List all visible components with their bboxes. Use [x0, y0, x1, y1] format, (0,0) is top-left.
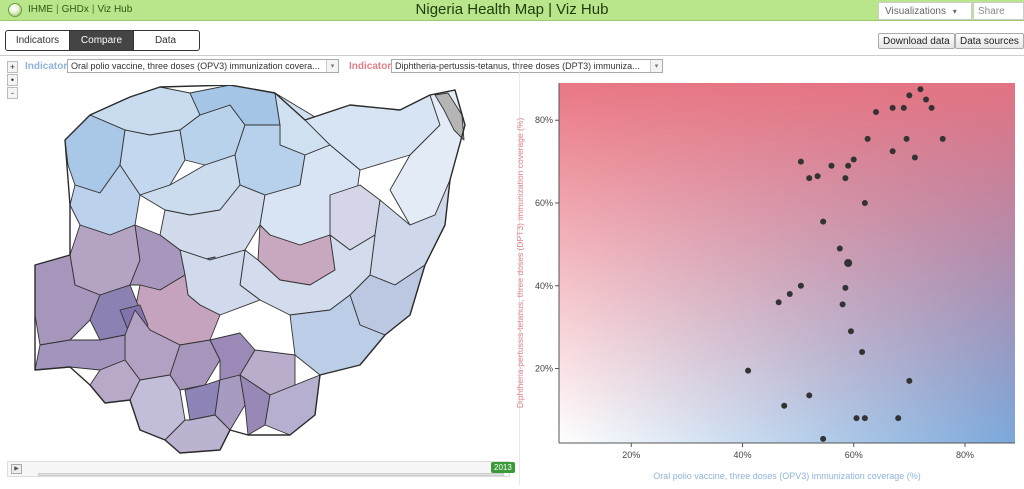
scatter-chart: 20% 40% 60% 80% 20% 40% 60% 80% Oral polio vacc… — [515, 83, 1015, 481]
timeline: ▶ 2013 — [7, 461, 515, 477]
y-tick-label: 20% — [535, 364, 553, 374]
view-tabs: Indicators Compare Data — [5, 30, 200, 51]
data-point[interactable] — [806, 392, 813, 399]
data-point[interactable] — [903, 135, 910, 142]
download-data-button[interactable]: Download data — [878, 33, 955, 49]
data-point[interactable] — [797, 158, 804, 165]
page-title: Nigeria Health Map | Viz Hub — [415, 1, 609, 18]
data-point[interactable] — [928, 104, 935, 111]
top-links: IHME | GHDx | Viz Hub — [28, 4, 132, 15]
x-tick-label: 40% — [734, 450, 752, 460]
chevron-down-icon: ▾ — [952, 7, 957, 16]
map-state[interactable] — [239, 234, 376, 316]
data-point[interactable] — [850, 156, 857, 163]
tab-compare[interactable]: Compare — [70, 31, 134, 50]
tab-data[interactable]: Data — [154, 35, 177, 46]
left-indicator-value: Oral polio vaccine, three doses (OPV3) i… — [71, 61, 320, 71]
data-point[interactable] — [836, 245, 843, 252]
x-tick-label: 60% — [845, 450, 863, 460]
axes: 20% 40% 60% 80% 20% 40% 60% 80% — [535, 83, 1015, 460]
top-bar: IHME | GHDx | Viz Hub Nigeria Health Map | V… — [0, 0, 1024, 21]
x-tick-label: 20% — [622, 450, 640, 460]
y-tick-label: 40% — [535, 281, 553, 291]
link-separator: | — [91, 4, 95, 15]
data-point[interactable] — [859, 348, 866, 355]
data-point[interactable] — [889, 104, 896, 111]
data-point[interactable] — [820, 435, 827, 442]
data-point[interactable] — [775, 299, 782, 306]
data-point[interactable] — [842, 175, 849, 182]
zoom-out-button[interactable]: - — [7, 87, 18, 99]
tab-indicators[interactable]: Indicators — [6, 31, 70, 50]
y-axis-label: Diphtheria-pertussis-tetanus, three dose… — [515, 118, 525, 409]
play-icon[interactable]: ▶ — [11, 464, 22, 474]
data-point[interactable] — [889, 148, 896, 155]
data-point[interactable] — [845, 162, 852, 169]
zoom-controls: + • - — [7, 61, 18, 100]
ihme-logo-icon[interactable] — [8, 3, 22, 17]
data-point[interactable] — [839, 301, 846, 308]
link-ghdx[interactable]: GHDx — [61, 4, 89, 15]
visualizations-label: Visualizations — [885, 6, 946, 17]
left-indicator-select[interactable]: Oral polio vaccine, three doses (OPV3) i… — [67, 59, 339, 73]
data-point[interactable] — [745, 367, 752, 374]
right-indicator-select[interactable]: Diphtheria-pertussis-tetanus, three dose… — [391, 59, 663, 73]
zoom-reset-button[interactable]: • — [7, 74, 18, 86]
data-point[interactable] — [872, 108, 879, 115]
link-separator: | — [56, 4, 59, 15]
left-indicator-label: Indicator — [25, 61, 68, 72]
chevron-down-icon: ▾ — [326, 60, 338, 72]
country-outline — [34, 85, 466, 454]
data-point[interactable] — [939, 135, 946, 142]
nigeria-map[interactable] — [30, 85, 500, 455]
data-point[interactable] — [786, 291, 793, 298]
y-tick-label: 80% — [535, 115, 553, 125]
data-point[interactable] — [828, 162, 835, 169]
data-point[interactable] — [806, 175, 813, 182]
toolbar-divider — [0, 55, 1024, 56]
data-points — [745, 86, 946, 442]
share-button[interactable]: Share — [973, 2, 1024, 20]
timeline-track[interactable] — [38, 473, 504, 476]
data-point[interactable] — [781, 402, 788, 409]
data-point[interactable] — [814, 173, 821, 180]
plot-background — [559, 83, 1015, 443]
data-point[interactable] — [853, 415, 860, 422]
data-point[interactable] — [923, 96, 930, 103]
data-point[interactable] — [861, 200, 868, 206]
right-indicator-label: Indicator — [349, 61, 392, 72]
x-tick-label: 80% — [956, 450, 974, 460]
data-point[interactable] — [861, 415, 868, 422]
panel-divider — [519, 60, 520, 485]
data-point[interactable] — [797, 282, 804, 289]
data-point[interactable] — [906, 92, 913, 99]
year-handle[interactable]: 2013 — [491, 462, 515, 473]
x-axis-label: Oral polio vaccine, three doses (OPV3) i… — [653, 471, 921, 481]
data-point[interactable] — [900, 104, 907, 111]
data-point[interactable] — [847, 328, 854, 335]
data-sources-button[interactable]: Data sources — [955, 33, 1024, 49]
visualizations-menu[interactable]: Visualizations ▾ — [878, 2, 972, 20]
map-state[interactable] — [69, 224, 141, 296]
data-point[interactable] — [895, 415, 902, 422]
right-indicator-value: Diphtheria-pertussis-tetanus, three dose… — [395, 61, 640, 71]
data-point[interactable] — [820, 218, 827, 225]
link-viz-hub[interactable]: Viz Hub — [97, 4, 133, 15]
data-point[interactable] — [917, 86, 924, 93]
chevron-down-icon: ▾ — [650, 60, 662, 72]
y-tick-label: 60% — [535, 198, 553, 208]
data-point[interactable] — [906, 377, 913, 384]
data-point[interactable] — [911, 154, 918, 161]
map-state[interactable] — [434, 92, 465, 141]
plot-area-overlay — [559, 83, 1015, 443]
zoom-in-button[interactable]: + — [7, 61, 18, 73]
data-point[interactable] — [844, 259, 853, 267]
data-point[interactable] — [842, 284, 849, 291]
link-ihme[interactable]: IHME — [28, 4, 53, 15]
data-point[interactable] — [864, 135, 871, 142]
